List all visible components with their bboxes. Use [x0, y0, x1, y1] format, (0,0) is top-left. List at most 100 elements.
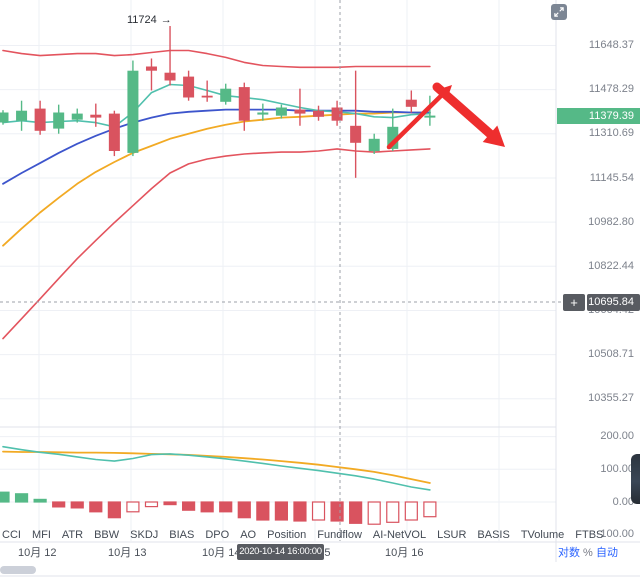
indicator-tab-lsur[interactable]: LSUR [437, 529, 467, 541]
candle-body [145, 66, 157, 71]
histogram-bar [256, 501, 270, 521]
bollinger-upper-line [2, 49, 431, 69]
indicator-tab-mfi[interactable]: MFI [31, 529, 51, 541]
candle-body [16, 110, 28, 121]
trend-arrow-down-shaft [432, 82, 497, 140]
bollinger-lower-line [2, 148, 431, 340]
histogram-bar [274, 501, 288, 521]
indicator-tick-label: -100.00 [596, 528, 634, 541]
high-price-annotation: 11724 → [127, 14, 172, 26]
candle-body [53, 112, 65, 129]
candle-body [368, 138, 380, 152]
price-tick-label: 10355.27 [588, 392, 634, 405]
histogram-bar [293, 501, 307, 522]
crosshair-date-tooltip: 2020-10-14 16:00:00 [237, 544, 324, 560]
indicator-tick-label: 100.00 [600, 462, 634, 475]
indicator-tab-basis[interactable]: BASIS [477, 529, 510, 541]
side-widget-partial[interactable] [631, 454, 640, 504]
indicator-tab-dpo[interactable]: DPO [205, 529, 230, 541]
indicator-tab-position[interactable]: Position [267, 529, 307, 541]
histogram-bar [0, 491, 10, 503]
high-price-annotation-text: 11724 [127, 14, 157, 26]
histogram-bar [404, 501, 418, 521]
scale-control[interactable]: % [583, 547, 593, 559]
indicator-fast-line [2, 445, 431, 491]
crosshair-price-label: 10695.84 [587, 294, 640, 311]
histogram-bar [126, 501, 140, 513]
price-tick-label: 11145.54 [589, 171, 634, 184]
candle-body [164, 72, 176, 81]
histogram-bar [330, 501, 344, 522]
current-price-label: 11379.39 [557, 108, 640, 124]
ma-slow-line [2, 111, 431, 247]
indicator-tabs: CCI MFI ATR BBW SKDJ BIAS DPO AO Position Fundflo… [2, 529, 603, 541]
indicator-tab-ao[interactable]: AO [240, 529, 257, 541]
candle-body [0, 112, 9, 123]
date-label: 10月 14 [202, 547, 241, 559]
date-label: 10月 16 [385, 547, 424, 559]
indicator-tab-bbw[interactable]: BBW [94, 529, 120, 541]
histogram-bar [386, 501, 400, 523]
candle-body [220, 88, 232, 102]
candle-body [90, 114, 102, 118]
price-tick-label: 10508.71 [588, 348, 634, 361]
price-tick-label: 11310.69 [588, 127, 634, 140]
candle-body [201, 95, 213, 98]
histogram-bar [423, 501, 437, 518]
price-tick-label: 11648.37 [588, 39, 634, 51]
date-label: 10月 12 [18, 547, 57, 559]
indicator-tab-cci[interactable]: CCI [2, 529, 21, 541]
price-tick-label: 11478.29 [588, 83, 634, 96]
price-tick-label: 10822.44 [588, 259, 634, 272]
add-alert-plus-button[interactable]: + [563, 294, 585, 311]
histogram-bar [182, 501, 196, 511]
candle-body [405, 99, 417, 107]
indicator-tab-skdj[interactable]: SKDJ [130, 529, 159, 541]
indicator-tab-ai-netvol[interactable]: AI-NetVOL [372, 529, 427, 541]
scale-control[interactable]: 自动 [596, 547, 618, 559]
ma-mid-line [2, 108, 431, 185]
ma-fast-line [2, 83, 431, 128]
histogram-bar [14, 493, 29, 503]
indicator-tick-label: 0.00 [612, 495, 634, 508]
candle-body [350, 125, 362, 143]
histogram-bar [33, 498, 47, 503]
scale-control[interactable]: 对数 [558, 547, 580, 559]
histogram-bar [89, 501, 103, 513]
candle-body [183, 76, 195, 98]
candle-body [294, 109, 306, 114]
candle-body [424, 115, 436, 118]
indicator-tab-bias[interactable]: BIAS [169, 529, 195, 541]
histogram-bar [70, 501, 84, 509]
histogram-bar [367, 501, 381, 525]
histogram-bar [107, 501, 121, 519]
histogram-bar [237, 501, 251, 519]
candle-body [275, 107, 287, 116]
candle-body [71, 113, 83, 120]
histogram-bar [311, 501, 326, 521]
histogram-bar [349, 501, 363, 524]
indicator-tab-ftbs[interactable]: FTBS [575, 529, 604, 541]
indicator-tab-fundflow[interactable]: Fundflow [317, 529, 362, 541]
trend-arrow-up-shaft [386, 90, 447, 150]
price-tick-label: 10982.80 [588, 215, 634, 228]
horizontal-scrollbar[interactable] [0, 566, 36, 574]
fullscreen-button[interactable] [551, 4, 567, 20]
indicator-slow-line [2, 450, 431, 484]
candle-body [108, 113, 120, 151]
indicator-tab-tvolume[interactable]: TVolume [520, 529, 565, 541]
scale-controls: 对数% 自动 [0, 546, 640, 561]
candle-body [313, 110, 325, 117]
histogram-bar [52, 501, 66, 508]
date-label: 10月 13 [108, 547, 147, 559]
candle-body [238, 87, 250, 121]
right-arrow-icon: → [160, 14, 172, 26]
histogram-bar [163, 501, 177, 506]
candle-body [331, 107, 343, 121]
indicator-tab-atr[interactable]: ATR [61, 529, 84, 541]
candle-body [34, 108, 46, 131]
trend-arrow-down-head [482, 125, 505, 147]
histogram-bar [219, 501, 233, 513]
